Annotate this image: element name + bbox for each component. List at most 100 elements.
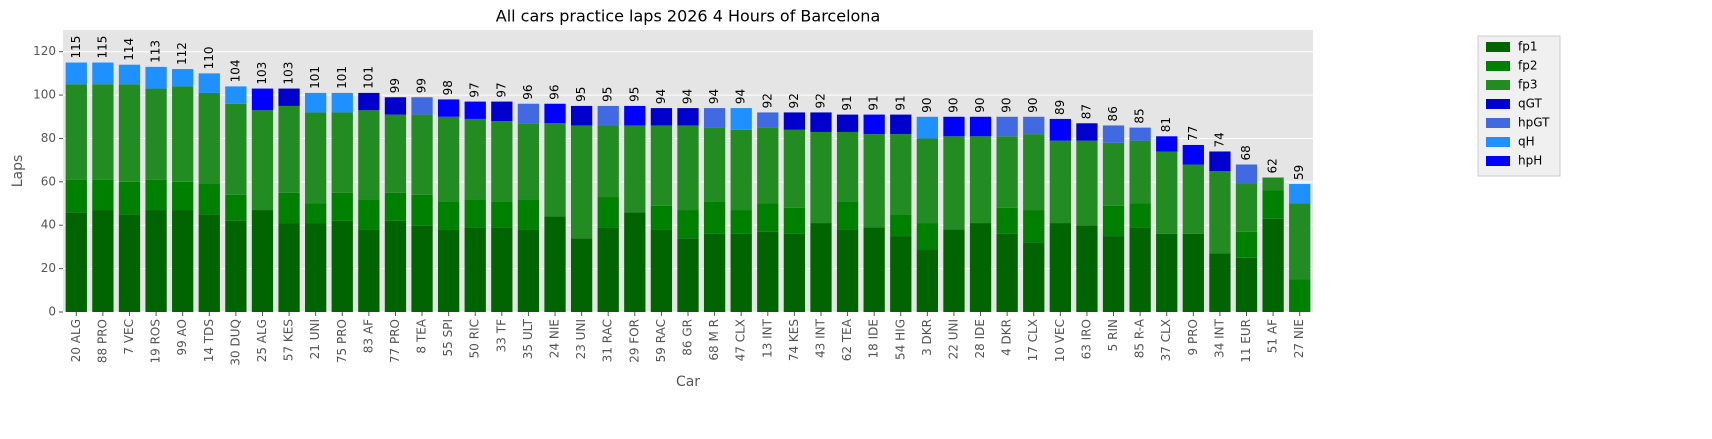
bar-segment — [198, 92, 220, 185]
bar-segment — [411, 225, 433, 312]
total-label: 97 — [468, 82, 482, 97]
bar-segment — [1049, 223, 1071, 312]
bar-segment — [145, 66, 167, 89]
total-label: 115 — [95, 36, 109, 59]
bar-segment — [1262, 177, 1284, 191]
bar-segment — [1235, 164, 1258, 185]
bar-segment — [1209, 253, 1231, 312]
total-label: 101 — [308, 66, 322, 89]
bar-segment — [411, 97, 433, 115]
total-label: 94 — [681, 89, 695, 104]
bar-segment — [730, 233, 752, 312]
total-label: 94 — [734, 89, 748, 104]
bar-segment — [943, 116, 965, 137]
bar-segment — [517, 229, 540, 312]
bar-segment — [517, 103, 540, 124]
bar-segment — [305, 223, 327, 312]
bar-segment — [677, 238, 699, 312]
y-tick-label: 40 — [41, 218, 56, 232]
bar-segment — [305, 203, 327, 224]
bar-segment — [358, 229, 380, 312]
x-tick-label: 24 NIE — [548, 319, 562, 358]
bar-segment — [783, 233, 806, 312]
bar-segment — [331, 192, 353, 221]
bar-segment — [650, 205, 673, 230]
bar-segment — [757, 231, 779, 312]
bar-segment — [1182, 144, 1204, 165]
bar-segment — [996, 207, 1018, 234]
total-label: 96 — [521, 84, 535, 99]
x-tick-label: 11 EUR — [1239, 319, 1253, 363]
bar-segment — [863, 227, 885, 312]
bar-segment — [1289, 184, 1311, 204]
x-tick-label: 75 PRO — [335, 319, 349, 363]
bar-segment — [305, 112, 327, 204]
total-label: 77 — [1186, 126, 1200, 141]
x-tick-label: 17 CLX — [1026, 319, 1040, 361]
bar-segment — [1289, 279, 1311, 312]
total-label: 113 — [149, 40, 163, 63]
bar-segment — [650, 229, 673, 312]
total-label: 91 — [893, 95, 907, 110]
bar-segment — [1235, 184, 1258, 232]
bar-segment — [810, 223, 832, 312]
bar-segment — [1182, 164, 1204, 234]
x-tick-label: 19 ROS — [149, 319, 163, 363]
bar-segment — [1209, 151, 1231, 171]
bar-segment — [464, 118, 486, 200]
legend-label: hpGT — [1518, 116, 1550, 130]
x-tick-label: 57 KES — [282, 319, 296, 361]
x-tick-label: 10 VEC — [1053, 319, 1067, 362]
total-label: 92 — [787, 93, 801, 108]
bar-segment — [172, 181, 194, 211]
total-label: 86 — [1106, 106, 1120, 121]
bar-segment — [172, 69, 194, 87]
bar-segment — [863, 114, 885, 135]
x-tick-label: 30 DUQ — [228, 319, 242, 366]
x-tick-label: 54 HIG — [893, 319, 907, 360]
total-label: 95 — [627, 87, 641, 102]
total-label: 103 — [255, 62, 269, 85]
total-label: 94 — [707, 89, 721, 104]
bar-segment — [1102, 125, 1125, 143]
bar-segment — [570, 238, 593, 312]
x-tick-label: 13 INT — [760, 318, 774, 358]
bar-segment — [677, 125, 699, 211]
bar-segment — [278, 88, 300, 106]
x-tick-label: 22 UNI — [946, 319, 960, 359]
x-tick-label: 31 RAC — [601, 319, 615, 362]
x-tick-label: 37 CLX — [1159, 319, 1173, 361]
bar-segment — [491, 101, 513, 122]
bar-segment — [198, 184, 220, 215]
bar-segment — [1129, 140, 1151, 204]
total-label: 89 — [1053, 100, 1067, 115]
bar-segment — [943, 136, 965, 230]
bar-segment — [757, 127, 779, 204]
bar-segment — [757, 112, 779, 128]
bar-segment — [969, 136, 992, 224]
bar-segment — [916, 138, 938, 224]
bar-segment — [677, 108, 699, 126]
bar-segment — [1156, 151, 1178, 234]
bar-segment — [1102, 236, 1125, 312]
bar-segment — [969, 116, 992, 137]
bar-segment — [438, 201, 460, 230]
bar-segment — [597, 227, 619, 312]
total-label: 99 — [388, 78, 402, 93]
x-tick-label: 20 ALG — [69, 319, 83, 362]
legend-label: hpH — [1518, 154, 1542, 168]
bar-segment — [1023, 210, 1045, 243]
bar-segment — [145, 179, 167, 211]
bar-segment — [597, 105, 619, 126]
bar-segment — [305, 92, 327, 113]
bar-segment — [278, 192, 300, 224]
bar-segment — [118, 214, 141, 312]
bar-segment — [1076, 225, 1098, 312]
bar-segment — [916, 249, 938, 312]
x-tick-label: 99 AO — [175, 319, 189, 356]
bar-segment — [570, 125, 593, 239]
bar-segment — [491, 201, 513, 228]
x-tick-label: 35 ULT — [521, 318, 535, 359]
bar-segment — [1289, 203, 1311, 280]
bar-segment — [703, 233, 726, 312]
